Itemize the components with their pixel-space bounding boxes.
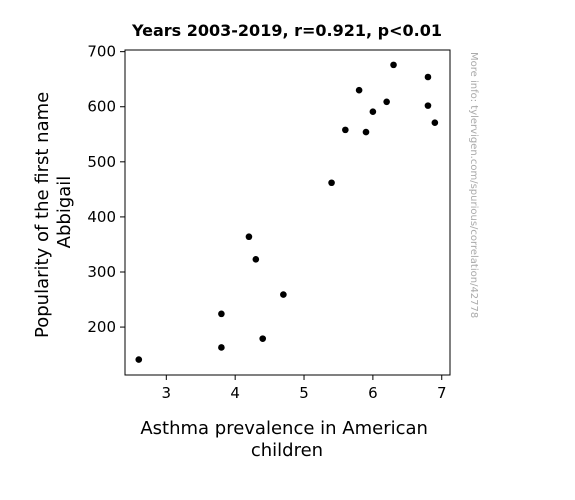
x-axis: 3 4 5 6 7 (162, 375, 447, 402)
y-tick-label: 200 (87, 318, 116, 336)
x-tick-label: 4 (230, 384, 240, 402)
chart-title: Years 2003-2019, r=0.921, p<0.01 (131, 21, 442, 40)
y-axis-label-line-1: Popularity of the first name (32, 92, 53, 338)
x-tick-label: 7 (437, 384, 447, 402)
watermark-text: More info: tylervigen.com/spurious/corre… (468, 52, 479, 318)
data-point (424, 102, 432, 109)
data-point (135, 356, 143, 363)
data-point (252, 256, 260, 263)
data-point (218, 310, 225, 318)
y-tick-label: 400 (87, 208, 116, 226)
data-point (280, 291, 287, 298)
x-tick-label: 6 (368, 384, 378, 402)
data-point (342, 126, 349, 134)
y-axis-label: Popularity of the first name Abbigail (32, 86, 75, 338)
x-axis-label: Asthma prevalence in American children (140, 418, 433, 461)
x-axis-label-line-1: Asthma prevalence in American (140, 418, 428, 439)
data-point (328, 179, 335, 187)
data-point (362, 128, 370, 136)
y-axis: 200 300 400 500 600 700 (87, 43, 125, 336)
data-point (245, 233, 253, 241)
y-axis-label-line-2: Abbigail (54, 176, 75, 249)
data-point (424, 73, 432, 81)
x-tick-label: 3 (162, 384, 172, 402)
data-point (369, 108, 377, 115)
x-axis-label-line-2: children (251, 440, 323, 461)
data-point (355, 86, 363, 94)
data-point (390, 61, 397, 69)
y-tick-label: 600 (87, 98, 116, 116)
data-point (259, 335, 267, 342)
y-tick-label: 300 (87, 263, 116, 281)
plot-frame (124, 49, 451, 376)
x-tick-label: 5 (299, 384, 309, 402)
data-point (218, 344, 225, 351)
plot-area: 3 4 5 6 7 200 300 400 500 600 700 (87, 43, 451, 402)
y-tick-label: 500 (87, 153, 116, 171)
data-points (135, 61, 439, 363)
y-tick-label: 700 (87, 43, 116, 61)
data-point (431, 119, 439, 127)
data-point (383, 98, 390, 106)
